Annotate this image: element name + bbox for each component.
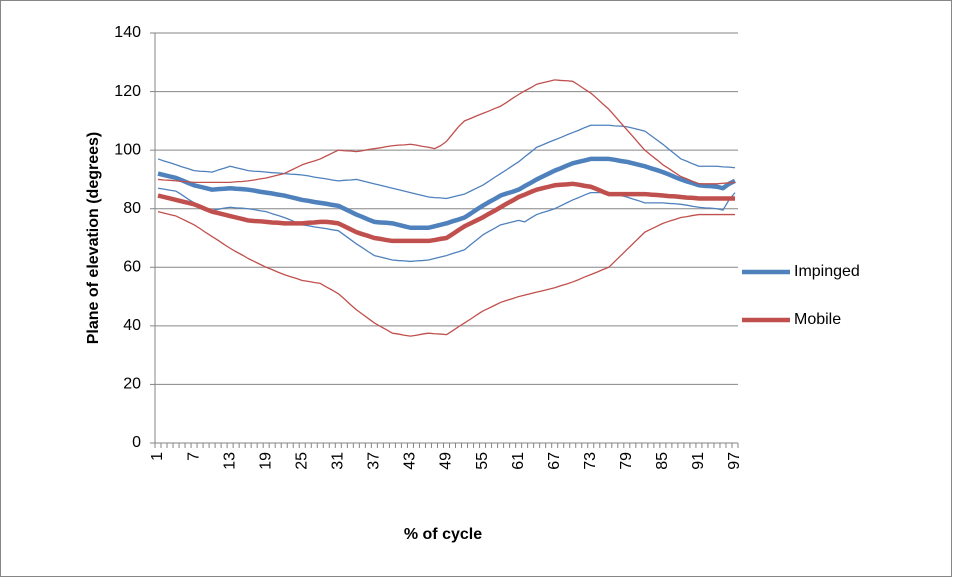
x-tick-label: 13 (221, 452, 238, 470)
x-tick-label: 7 (185, 452, 202, 461)
x-tick-label: 85 (654, 452, 671, 470)
legend-label: Mobile (794, 311, 841, 328)
y-tick-label: 100 (114, 141, 141, 158)
x-axis-title: % of cycle (404, 526, 482, 543)
x-tick-label: 55 (474, 452, 491, 470)
x-tick-label: 19 (257, 452, 274, 470)
x-tick-label: 79 (618, 452, 635, 470)
y-tick-label: 60 (123, 259, 141, 276)
y-tick-label: 120 (114, 83, 141, 100)
x-tick-label: 67 (546, 452, 563, 470)
x-tick-label: 49 (438, 452, 455, 470)
series-line (157, 211, 735, 337)
x-tick-label: 73 (582, 452, 599, 470)
x-tick-label: 37 (366, 452, 383, 470)
y-axis-title: Plane of elevation (degrees) (85, 132, 102, 345)
y-tick-label: 40 (123, 317, 141, 334)
x-tick-label: 43 (402, 452, 419, 470)
x-tick-label: 61 (510, 452, 527, 470)
y-tick-label: 80 (123, 200, 141, 217)
series-line (157, 181, 735, 244)
y-tick-label: 140 (114, 24, 141, 41)
series-line (157, 156, 736, 230)
y-tick-label: 0 (132, 434, 141, 451)
legend-label: Impinged (794, 263, 860, 280)
x-tick-label: 1 (149, 452, 166, 461)
x-tick-label: 97 (726, 452, 743, 470)
x-tick-label: 25 (293, 452, 310, 470)
series-line (157, 79, 736, 185)
series-line (157, 124, 736, 200)
x-tick-label: 91 (690, 452, 707, 470)
x-tick-label: 31 (330, 452, 347, 470)
series-line (157, 187, 736, 263)
y-tick-label: 20 (123, 376, 141, 393)
